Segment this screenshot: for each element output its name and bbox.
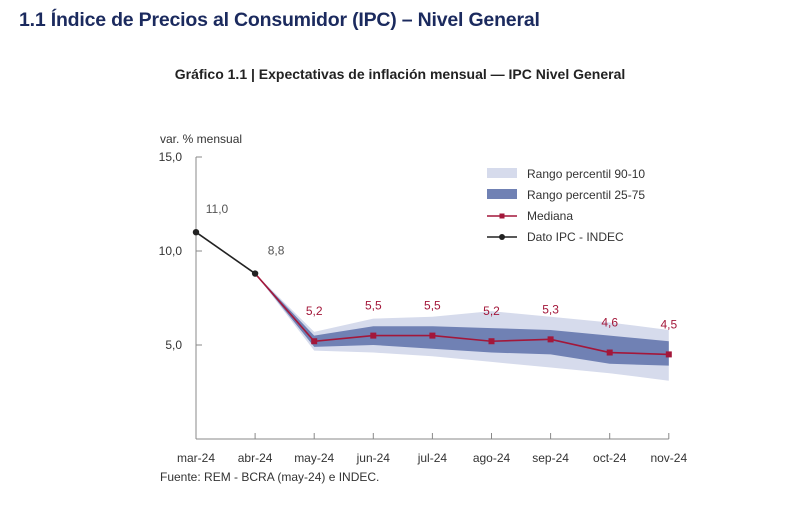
ipc-point <box>251 270 259 277</box>
lines-group: 5,2 5,5 5,5 5,2 5,3 4,6 4,5 11,0 8,8 <box>192 202 677 358</box>
x-tick-label: ago-24 <box>473 451 511 465</box>
y-tick-label: 15,0 <box>159 150 183 164</box>
y-tick-label: 5,0 <box>165 338 182 352</box>
ipc-data-label: 11,0 <box>206 202 229 216</box>
legend-label: Rango percentil 90-10 <box>527 167 645 181</box>
ipc-point <box>192 229 200 236</box>
median-data-label: 5,5 <box>365 299 382 313</box>
legend-swatch-marker <box>499 213 505 219</box>
axes-group: 5,0 10,0 15,0 mar-24 abr-24 may-24 jun-24 jul-2… <box>159 150 688 465</box>
legend-swatch-marker <box>499 234 505 240</box>
x-tick-label: mar-24 <box>177 451 215 465</box>
chart-title-text: Gráfico 1.1 | Expectativas de inflación … <box>174 66 626 82</box>
legend-swatch-band-25-75 <box>487 189 517 199</box>
median-point <box>665 351 672 358</box>
legend-label: Dato IPC - INDEC <box>527 230 624 244</box>
legend: Rango percentil 90-10 Rango percentil 25-… <box>487 167 645 244</box>
y-axis-label: var. % mensual <box>160 132 242 146</box>
x-tick-label: jul-24 <box>417 451 448 465</box>
median-point <box>547 336 554 343</box>
median-point <box>370 332 377 339</box>
source-note: Fuente: REM - BCRA (may-24) e INDEC. <box>160 470 380 484</box>
legend-label: Rango percentil 25-75 <box>527 188 645 202</box>
ipc-data-label: 8,8 <box>268 244 285 258</box>
ipc-line <box>195 231 256 275</box>
median-data-label: 5,3 <box>542 302 559 316</box>
chart-title: Gráfico 1.1 | Expectativas de inflación … <box>0 66 800 82</box>
median-data-label: 5,5 <box>424 299 441 313</box>
section-title: 1.1 Índice de Precios al Consumidor (IPC… <box>19 9 540 31</box>
median-data-label: 4,6 <box>601 316 618 330</box>
median-point <box>429 332 436 339</box>
x-tick-label: oct-24 <box>593 451 627 465</box>
x-tick-label: may-24 <box>294 451 334 465</box>
y-tick-label: 10,0 <box>159 244 183 258</box>
median-data-label: 5,2 <box>483 304 500 318</box>
median-line <box>254 273 669 356</box>
x-tick-label: abr-24 <box>238 451 273 465</box>
median-point <box>311 338 318 345</box>
median-point <box>488 338 495 345</box>
legend-swatch-band-90-10 <box>487 168 517 178</box>
median-point <box>606 349 613 356</box>
x-tick-label: nov-24 <box>650 451 687 465</box>
legend-label: Mediana <box>527 209 573 223</box>
x-tick-label: jun-24 <box>356 451 391 465</box>
x-tick-label: sep-24 <box>532 451 569 465</box>
median-data-label: 5,2 <box>306 304 323 318</box>
median-data-label: 4,5 <box>660 317 677 331</box>
